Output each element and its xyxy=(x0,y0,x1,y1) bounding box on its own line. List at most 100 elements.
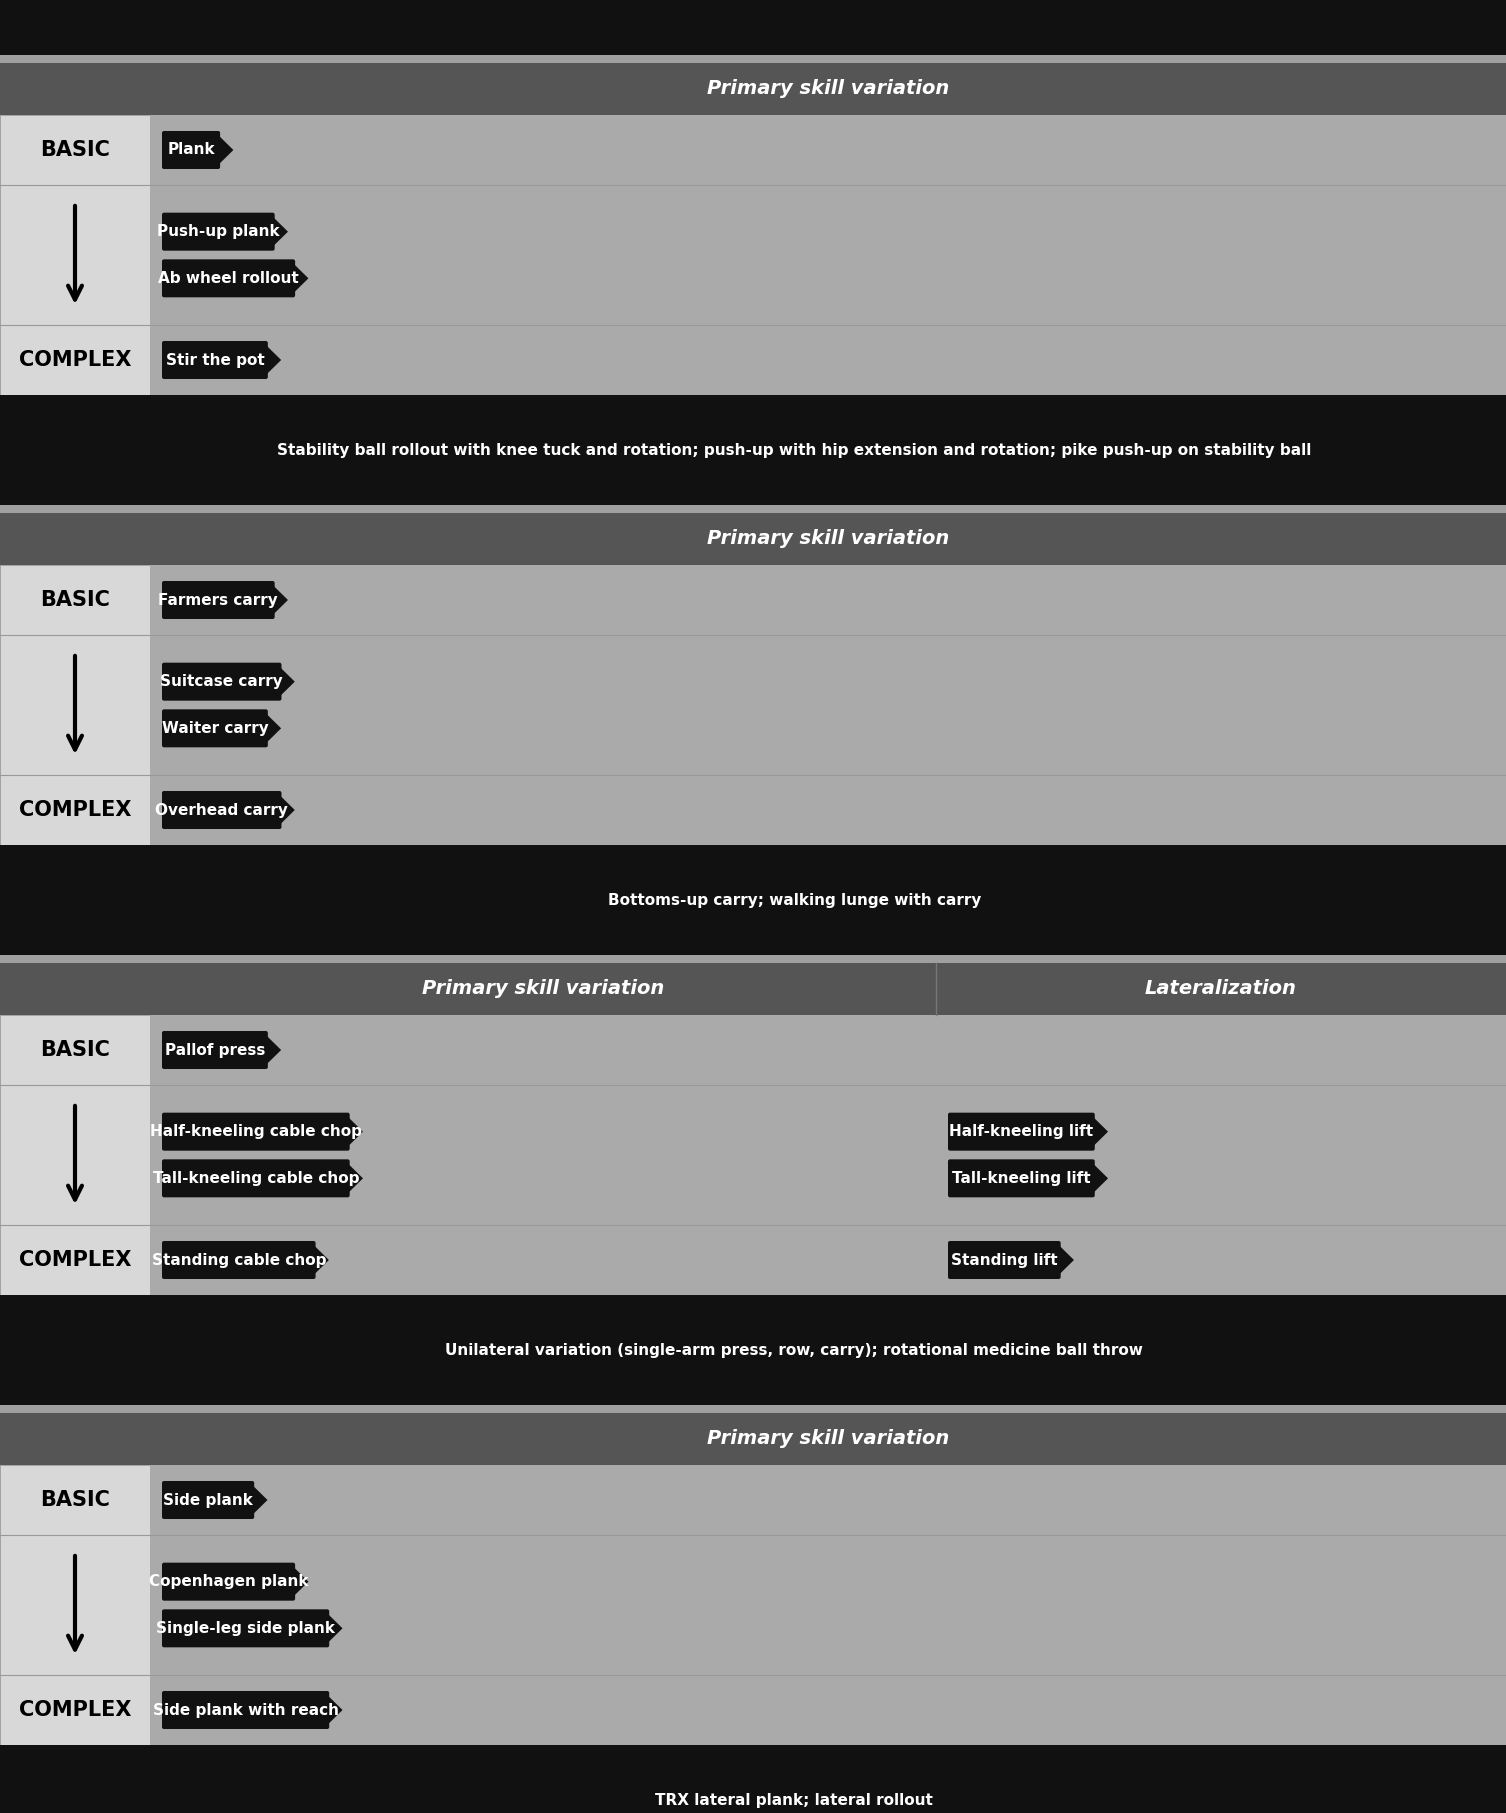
FancyBboxPatch shape xyxy=(947,1242,1060,1278)
Polygon shape xyxy=(1422,1309,1456,1391)
Polygon shape xyxy=(1422,410,1456,491)
Polygon shape xyxy=(346,1115,363,1149)
Text: Standing lift: Standing lift xyxy=(950,1253,1057,1267)
FancyBboxPatch shape xyxy=(161,856,1428,945)
Bar xyxy=(0,185,151,325)
Text: Overhead carry: Overhead carry xyxy=(155,803,288,818)
Text: Tall-kneeling lift: Tall-kneeling lift xyxy=(952,1171,1090,1186)
Text: Side plank with reach: Side plank with reach xyxy=(152,1702,339,1717)
Text: Bottoms-up carry; walking lunge with carry: Bottoms-up carry; walking lunge with car… xyxy=(607,892,980,908)
Polygon shape xyxy=(1057,1244,1074,1276)
Text: BASIC: BASIC xyxy=(41,140,110,160)
Bar xyxy=(0,1412,151,1465)
Bar xyxy=(0,635,151,774)
Bar xyxy=(151,63,1506,114)
Polygon shape xyxy=(1090,1115,1108,1149)
Text: COMPLEX: COMPLEX xyxy=(18,350,131,370)
Text: Primary skill variation: Primary skill variation xyxy=(706,529,949,549)
Text: COMPLEX: COMPLEX xyxy=(18,1701,131,1721)
Polygon shape xyxy=(277,792,295,827)
FancyBboxPatch shape xyxy=(163,1159,349,1197)
Text: Unilateral variation (single-arm press, row, carry); rotational medicine ball th: Unilateral variation (single-arm press, … xyxy=(446,1342,1143,1358)
Bar xyxy=(151,566,1506,635)
Bar xyxy=(151,513,1506,566)
Bar xyxy=(937,963,1506,1015)
FancyBboxPatch shape xyxy=(163,341,268,379)
Bar xyxy=(0,1405,1506,1412)
FancyBboxPatch shape xyxy=(163,1242,316,1278)
Text: Plank: Plank xyxy=(167,143,215,158)
Bar xyxy=(0,1536,151,1675)
Bar xyxy=(0,114,151,185)
Text: BASIC: BASIC xyxy=(41,1041,110,1061)
Text: Stability ball rollout with knee tuck and rotation; push-up with hip extension a: Stability ball rollout with knee tuck an… xyxy=(277,442,1312,457)
FancyBboxPatch shape xyxy=(161,406,1428,493)
Bar xyxy=(0,0,1506,54)
Text: TRX lateral plank; lateral rollout: TRX lateral plank; lateral rollout xyxy=(655,1793,934,1808)
Polygon shape xyxy=(1090,1162,1108,1195)
Polygon shape xyxy=(1422,1759,1456,1813)
Bar xyxy=(0,54,1506,63)
Polygon shape xyxy=(346,1162,363,1195)
Text: Farmers carry: Farmers carry xyxy=(158,593,279,607)
Text: Ab wheel rollout: Ab wheel rollout xyxy=(158,270,298,286)
Text: Single-leg side plank: Single-leg side plank xyxy=(157,1621,336,1635)
FancyBboxPatch shape xyxy=(161,1757,1428,1813)
Text: Tall-kneeling cable chop: Tall-kneeling cable chop xyxy=(152,1171,358,1186)
Bar xyxy=(151,114,1506,185)
Bar xyxy=(0,513,151,566)
Bar xyxy=(151,1465,1506,1536)
Text: Primary skill variation: Primary skill variation xyxy=(422,979,664,999)
Polygon shape xyxy=(215,132,233,167)
Text: Half-kneeling cable chop: Half-kneeling cable chop xyxy=(149,1124,361,1139)
Text: Lateralization: Lateralization xyxy=(1145,979,1297,999)
Text: Standing cable chop: Standing cable chop xyxy=(152,1253,325,1267)
Bar xyxy=(151,963,937,1015)
Polygon shape xyxy=(271,214,288,248)
Bar xyxy=(151,1675,1506,1744)
Text: COMPLEX: COMPLEX xyxy=(18,1249,131,1269)
FancyBboxPatch shape xyxy=(163,1032,268,1070)
Bar xyxy=(0,1744,1506,1813)
Bar xyxy=(0,1015,151,1084)
FancyBboxPatch shape xyxy=(163,212,274,250)
Polygon shape xyxy=(325,1693,342,1728)
Bar xyxy=(0,774,151,845)
Text: Primary skill variation: Primary skill variation xyxy=(706,80,949,98)
FancyBboxPatch shape xyxy=(163,1563,295,1601)
Text: Waiter carry: Waiter carry xyxy=(161,722,268,736)
Bar xyxy=(0,1294,1506,1405)
Polygon shape xyxy=(264,711,282,745)
Bar xyxy=(0,1226,151,1294)
Bar xyxy=(151,1084,937,1226)
Text: Copenhagen plank: Copenhagen plank xyxy=(149,1574,309,1590)
Bar xyxy=(0,325,151,395)
Bar xyxy=(0,955,1506,963)
Polygon shape xyxy=(291,261,309,296)
FancyBboxPatch shape xyxy=(163,259,295,297)
Bar xyxy=(0,963,151,1015)
Bar xyxy=(0,1465,151,1536)
Text: Half-kneeling lift: Half-kneeling lift xyxy=(949,1124,1093,1139)
Text: BASIC: BASIC xyxy=(41,589,110,609)
Bar xyxy=(151,774,1506,845)
Bar xyxy=(151,185,1506,325)
FancyBboxPatch shape xyxy=(163,1692,330,1730)
Polygon shape xyxy=(312,1244,328,1276)
FancyBboxPatch shape xyxy=(163,131,220,169)
Bar xyxy=(151,1412,1506,1465)
FancyBboxPatch shape xyxy=(163,709,268,747)
Text: COMPLEX: COMPLEX xyxy=(18,800,131,819)
Text: BASIC: BASIC xyxy=(41,1490,110,1510)
Text: Stir the pot: Stir the pot xyxy=(166,352,264,368)
Polygon shape xyxy=(271,584,288,616)
Bar xyxy=(0,566,151,635)
FancyBboxPatch shape xyxy=(163,1113,349,1151)
Bar xyxy=(151,635,1506,774)
Bar xyxy=(0,845,1506,955)
Polygon shape xyxy=(325,1612,342,1646)
Bar xyxy=(0,1675,151,1744)
Text: Primary skill variation: Primary skill variation xyxy=(706,1429,949,1449)
FancyBboxPatch shape xyxy=(161,1305,1428,1394)
Bar xyxy=(0,506,1506,513)
